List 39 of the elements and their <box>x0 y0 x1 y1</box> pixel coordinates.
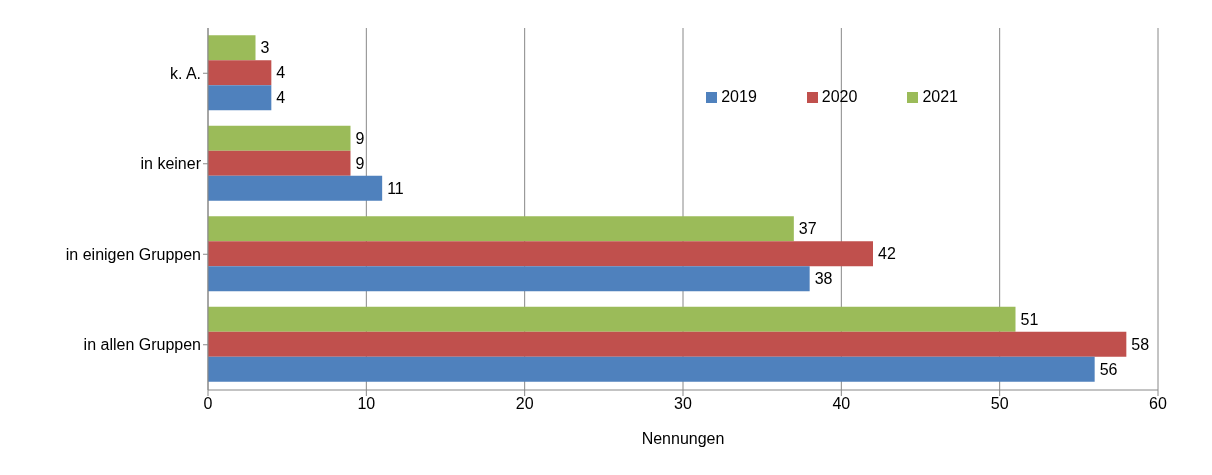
x-tick-label: 10 <box>357 395 376 413</box>
y-tick-label: in einigen Gruppen <box>65 245 201 263</box>
y-tick-label: in keiner <box>140 155 202 173</box>
legend-label: 2021 <box>922 88 958 105</box>
x-tick-label: 0 <box>203 395 213 413</box>
x-tick-label: 60 <box>1149 395 1167 413</box>
bar <box>208 331 1127 357</box>
bar <box>208 266 810 292</box>
bar <box>208 356 1095 382</box>
data-label: 9 <box>355 129 365 147</box>
y-tick-label: k. A. <box>169 64 201 82</box>
bar <box>208 175 383 201</box>
bar <box>208 125 351 151</box>
data-label: 51 <box>1020 310 1039 328</box>
data-label: 3 <box>260 39 270 57</box>
bar <box>208 35 256 61</box>
data-label: 38 <box>814 270 833 288</box>
bar <box>208 150 351 176</box>
bar <box>208 306 1016 332</box>
x-tick-label: 20 <box>515 395 534 413</box>
x-axis-title: Nennungen <box>641 430 725 447</box>
bar <box>208 216 794 242</box>
x-tick-label: 40 <box>832 395 851 413</box>
y-tick-label: in allen Gruppen <box>83 336 201 354</box>
data-label: 56 <box>1099 360 1118 378</box>
data-label: 9 <box>355 154 365 172</box>
bar <box>208 85 272 111</box>
x-tick-label: 50 <box>990 395 1009 413</box>
data-label: 37 <box>798 220 817 238</box>
data-label: 58 <box>1131 335 1150 353</box>
data-label: 4 <box>276 64 286 82</box>
bar <box>208 60 272 86</box>
bar <box>208 241 873 267</box>
legend-label: 2019 <box>721 88 757 105</box>
data-label: 11 <box>387 179 404 197</box>
data-label: 42 <box>878 245 896 263</box>
legend-label: 2020 <box>821 88 858 105</box>
x-tick-label: 30 <box>674 395 692 413</box>
data-label: 4 <box>276 89 286 107</box>
